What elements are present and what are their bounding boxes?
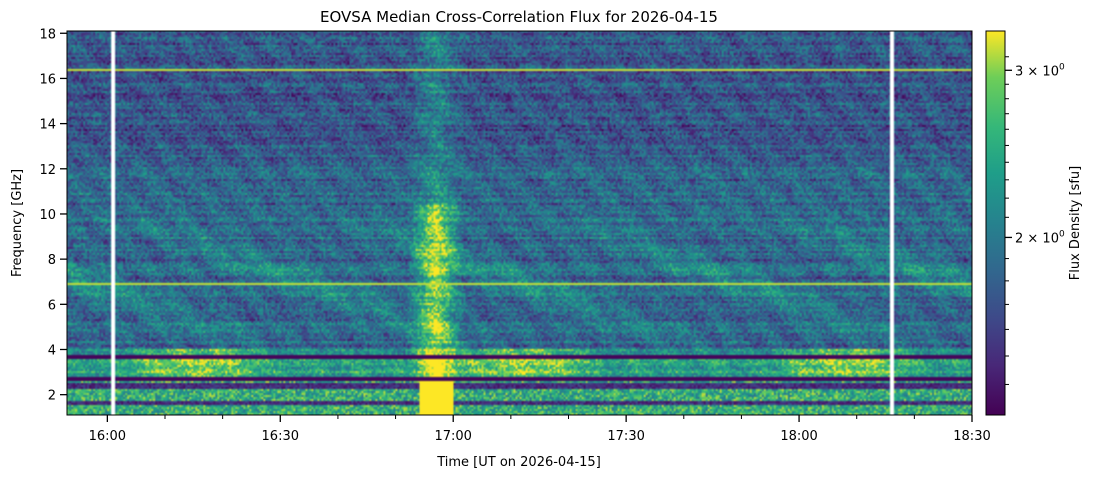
x-tick-label: 16:30 xyxy=(262,429,299,444)
colorbar-label: Flux Density [sfu] xyxy=(1068,166,1083,280)
colorbar-tick-label: 2 × 100 xyxy=(1015,229,1065,246)
x-tick-label: 16:00 xyxy=(89,429,126,444)
y-axis-label: Frequency [GHz] xyxy=(10,169,25,277)
y-axis: 2 4 6 8 10 12 14 16 18 xyxy=(39,27,67,404)
colorbar-ticks: 2 × 100 3 × 100 xyxy=(1005,56,1065,385)
x-tick-label: 18:30 xyxy=(953,429,990,444)
chart-title: EOVSA Median Cross-Correlation Flux for … xyxy=(320,8,718,26)
colorbar: 2 × 100 3 × 100 Flux Density [sfu] xyxy=(985,30,1083,416)
y-tick-label: 16 xyxy=(39,72,56,87)
spectrogram-heatmap xyxy=(67,31,972,415)
y-tick-label: 14 xyxy=(39,118,56,133)
y-tick-label: 2 xyxy=(48,389,56,404)
x-tick-label: 18:00 xyxy=(780,429,817,444)
y-tick-label: 8 xyxy=(48,253,56,268)
x-tick-label: 17:00 xyxy=(434,429,471,444)
y-tick-label: 12 xyxy=(39,163,56,178)
y-tick-label: 4 xyxy=(48,343,56,358)
plot-area xyxy=(66,30,973,416)
plot-frame xyxy=(66,30,973,416)
colorbar-gradient xyxy=(985,30,1006,416)
colorbar-tick-label: 3 × 100 xyxy=(1015,62,1065,79)
y-tick-label: 6 xyxy=(48,298,56,313)
x-axis-label: Time [UT on 2026-04-15] xyxy=(436,455,601,470)
y-tick-label: 10 xyxy=(39,208,56,223)
x-axis: 16:00 16:30 17:00 17:30 18:00 18:30 xyxy=(89,415,991,444)
x-tick-label: 17:30 xyxy=(607,429,644,444)
y-tick-label: 18 xyxy=(39,27,56,42)
